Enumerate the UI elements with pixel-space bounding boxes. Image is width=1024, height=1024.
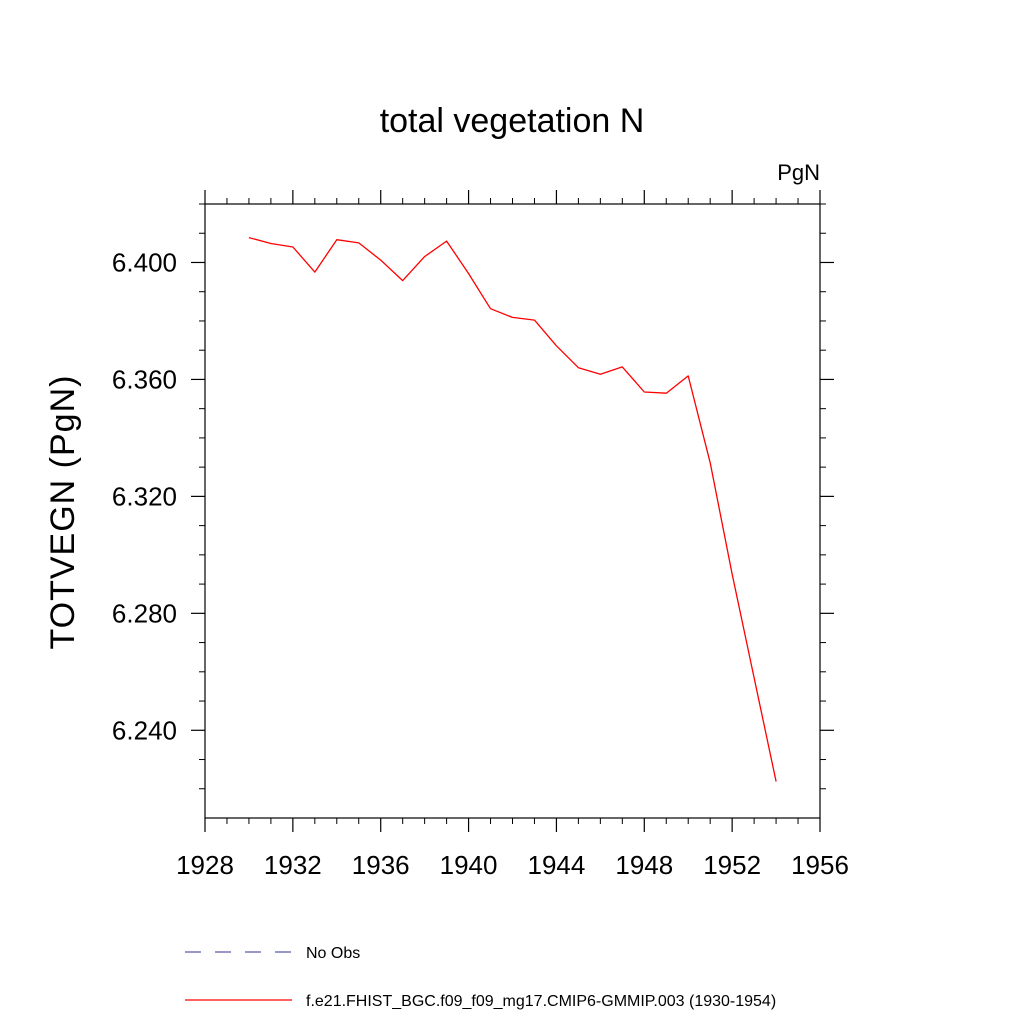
y-tick-label: 6.280 [112, 598, 177, 628]
x-tick-label: 1944 [528, 850, 586, 880]
axis-ticks [191, 190, 834, 832]
x-tick-label: 1932 [264, 850, 322, 880]
x-tick-label: 1928 [176, 850, 234, 880]
series-line [248, 236, 777, 782]
series-lines [248, 236, 777, 782]
x-tick-label: 1956 [791, 850, 849, 880]
units-label: PgN [777, 160, 820, 185]
legend-label: f.e21.FHIST_BGC.f09_f09_mg17.CMIP6-GMMIP… [306, 993, 776, 1010]
x-tick-label: 1952 [703, 850, 761, 880]
x-tick-labels: 1928 1932 1936 1940 1944 1948 1952 1956 [176, 850, 849, 880]
chart-title: total vegetation N [380, 102, 645, 140]
x-tick-label: 1936 [352, 850, 410, 880]
y-tick-label: 6.240 [112, 715, 177, 745]
x-tick-label: 1940 [440, 850, 498, 880]
x-tick-label: 1948 [615, 850, 673, 880]
y-tick-labels: 6.240 6.280 6.320 6.360 6.400 [112, 247, 177, 745]
y-tick-label: 6.320 [112, 481, 177, 511]
y-tick-label: 6.400 [112, 247, 177, 277]
plot-frame [204, 203, 821, 819]
y-axis-label: TOTVEGN (PgN) [44, 375, 82, 650]
y-tick-label: 6.360 [112, 364, 177, 394]
legend: No Obs f.e21.FHIST_BGC.f09_f09_mg17.CMIP6… [185, 945, 776, 1010]
legend-label: No Obs [306, 945, 360, 962]
